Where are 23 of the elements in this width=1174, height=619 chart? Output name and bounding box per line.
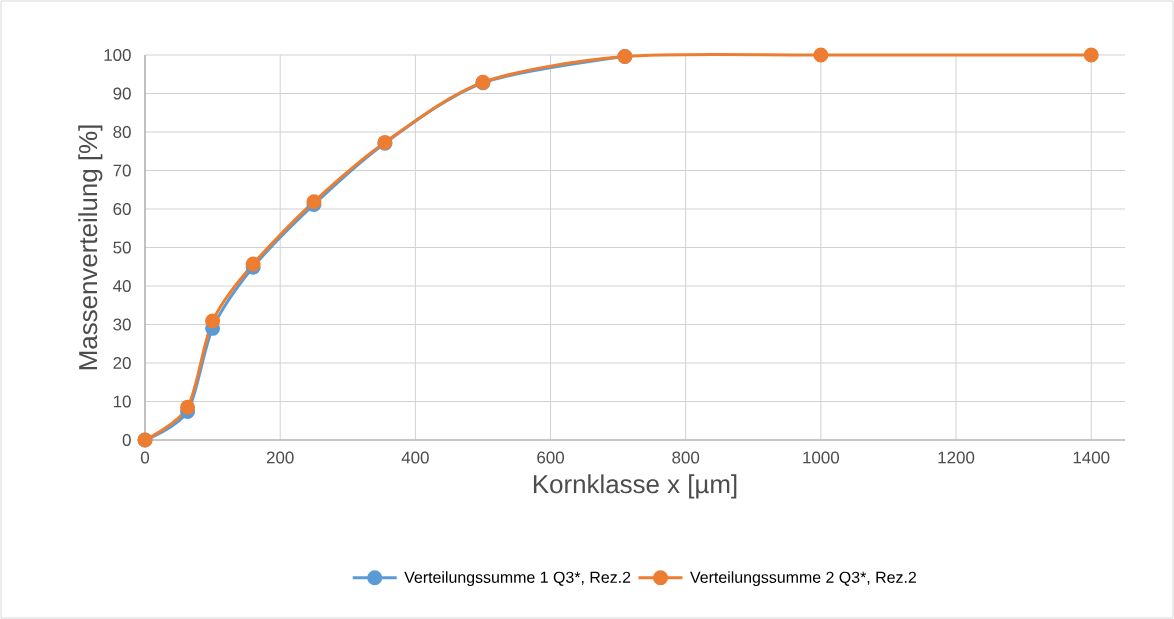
x-tick-label: 600 — [537, 451, 564, 464]
x-tick-label: 800 — [672, 451, 700, 464]
y-tick-label: 100 — [104, 49, 131, 61]
y-tick-label: 80 — [113, 126, 131, 138]
x-tick-label: 1200 — [938, 451, 975, 464]
y-tick-label: 50 — [113, 241, 131, 254]
x-axis-title: Kornklasse x [µm] — [533, 474, 737, 499]
legend-label: Verteilungssumme 2 Q3*, Rez.2 — [690, 571, 916, 587]
x-tick-label: 1400 — [1073, 451, 1110, 464]
y-axis-title: Massenverteilung [%] — [78, 125, 103, 370]
legend-label: Verteilungssumme 1 Q3*, Rez.2 — [404, 571, 631, 587]
y-tick-label: 90 — [113, 87, 131, 100]
y-tick-label: 10 — [113, 395, 131, 408]
y-tick-label: 70 — [113, 164, 131, 177]
y-tick-label: 0 — [122, 434, 131, 446]
x-tick-label: 0 — [140, 451, 150, 464]
y-tick-label: 20 — [113, 357, 131, 369]
x-tick-label: 1000 — [803, 451, 840, 464]
y-tick-label: 40 — [113, 280, 131, 292]
x-tick-label: 200 — [266, 451, 294, 464]
y-tick-label: 60 — [113, 203, 131, 215]
y-tick-label: 30 — [113, 318, 131, 331]
x-tick-label: 400 — [401, 451, 429, 464]
